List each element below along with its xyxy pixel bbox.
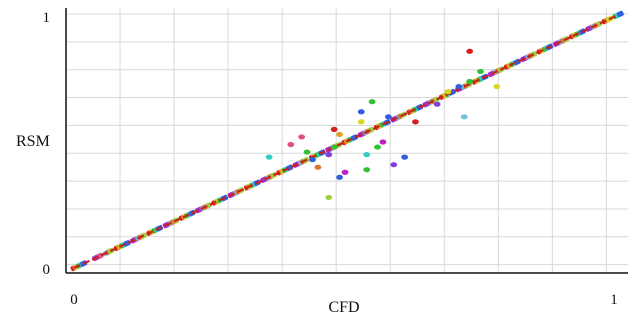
outlier-point: [460, 114, 468, 120]
diagonal-point: [616, 10, 624, 18]
outlier-point: [325, 194, 333, 201]
outlier-point: [314, 164, 322, 170]
outlier-point: [390, 162, 398, 168]
outlier-point: [265, 154, 273, 160]
outlier-point: [303, 149, 311, 155]
outlier-point: [357, 109, 365, 115]
outlier-point: [455, 83, 463, 90]
outlier-point: [325, 152, 333, 158]
outlier-point: [363, 167, 371, 173]
outlier-point: [379, 139, 387, 145]
outlier-point: [466, 78, 474, 85]
outlier-point: [336, 174, 343, 180]
y-axis-label: RSM: [16, 133, 50, 150]
x-axis-label: CFD: [328, 299, 359, 316]
outlier-point: [477, 68, 484, 75]
outlier-point: [330, 126, 338, 132]
outlier-point: [374, 144, 381, 150]
grid-lines: [65, 8, 628, 273]
outlier-point: [287, 141, 295, 148]
outlier-point: [368, 99, 376, 105]
outlier-point: [384, 114, 392, 120]
outlier-point: [466, 48, 474, 54]
outlier-point: [357, 119, 365, 125]
outlier-point: [336, 131, 343, 138]
outlier-point: [363, 152, 371, 158]
outlier-point: [298, 134, 306, 140]
outlier-point: [493, 83, 501, 90]
outlier-point: [309, 157, 316, 163]
x-tick-label-1: 1: [610, 292, 618, 308]
outlier-point: [433, 101, 441, 107]
axes: [65, 8, 628, 274]
outlier-point: [401, 154, 409, 160]
outlier-point: [444, 89, 452, 95]
outlier-series: [265, 48, 501, 201]
outlier-point: [330, 144, 338, 150]
diagonal-series: [70, 10, 624, 272]
x-tick-label-0: 0: [70, 292, 78, 308]
y-tick-label-0: 0: [43, 262, 51, 278]
y-tick-label-1: 1: [43, 10, 51, 26]
outlier-point: [412, 119, 419, 125]
outlier-point: [341, 169, 349, 175]
